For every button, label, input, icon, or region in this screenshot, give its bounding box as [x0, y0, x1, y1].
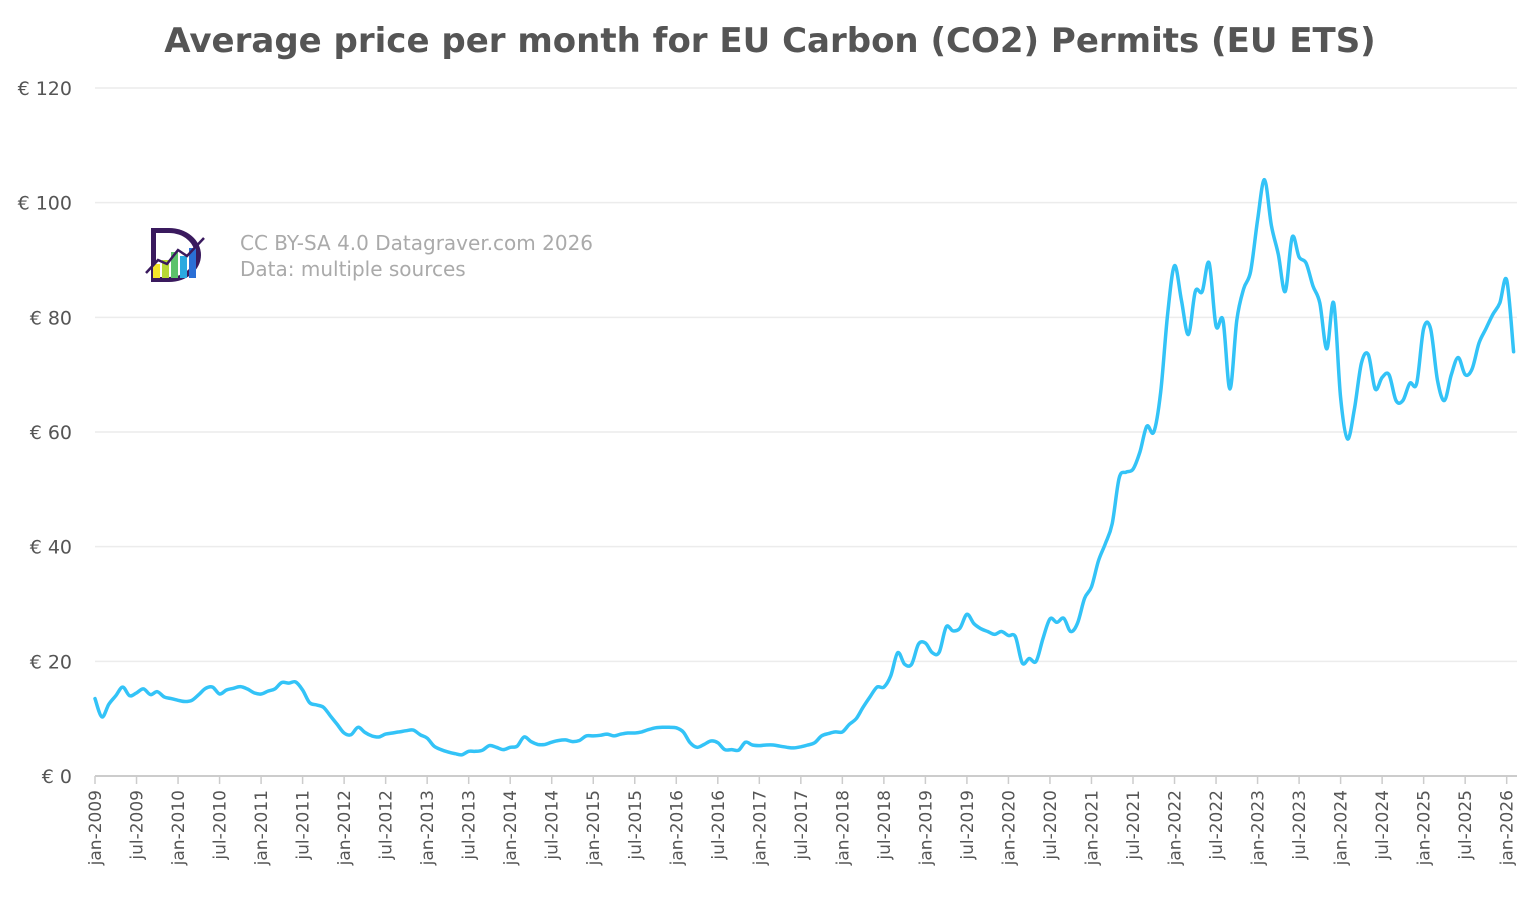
x-tick-label: jan-2010	[169, 790, 189, 866]
x-tick-label: jan-2012	[335, 790, 355, 866]
x-axis: jan-2009 jul-2009 jan-2010 jul-2010 jan-2011…	[86, 776, 1518, 866]
x-tick-label: jul-2016	[709, 790, 729, 861]
y-tick-label: € 40	[30, 537, 72, 559]
x-tick-label: jul-2017	[792, 790, 812, 861]
x-tick-label: jul-2018	[875, 790, 895, 861]
x-tick-label: jan-2015	[584, 790, 604, 866]
x-tick-label: jan-2020	[999, 790, 1019, 866]
x-tick-label: jul-2013	[460, 790, 480, 861]
x-tick-label: jan-2024	[1332, 790, 1352, 866]
x-tick-label: jul-2011	[294, 790, 314, 861]
x-tick-label: jan-2013	[418, 790, 438, 866]
x-tick-label: jan-2014	[501, 790, 521, 866]
y-tick-label: € 100	[18, 193, 72, 215]
x-tick-label: jul-2014	[543, 790, 563, 861]
x-tick-label: jul-2009	[128, 790, 148, 861]
gridlines	[95, 87, 1517, 777]
x-tick-label: jul-2019	[958, 790, 978, 861]
x-tick-label: jul-2020	[1041, 790, 1061, 861]
x-tick-label: jan-2016	[667, 790, 687, 866]
x-tick-label: jan-2009	[86, 790, 106, 866]
x-tick-label: jan-2011	[252, 790, 272, 866]
x-tick-label: jan-2026	[1498, 790, 1518, 866]
x-tick-label: jul-2023	[1290, 790, 1310, 861]
y-tick-label: € 0	[42, 766, 72, 788]
y-tick-label: € 20	[30, 651, 72, 673]
x-tick-label: jul-2010	[211, 790, 231, 861]
datagraver-logo-icon	[145, 228, 205, 282]
x-tick-label: jan-2022	[1166, 790, 1186, 866]
series-line	[93, 177, 1516, 757]
x-tick-label: jan-2019	[916, 790, 936, 866]
watermark-line-1: CC BY-SA 4.0 Datagraver.com 2026	[240, 231, 593, 255]
y-tick-label: € 120	[18, 78, 72, 100]
x-tick-label: jul-2025	[1456, 790, 1476, 861]
x-tick-label: jan-2023	[1249, 790, 1269, 866]
x-tick-label: jan-2018	[833, 790, 853, 866]
x-tick-label: jul-2015	[626, 790, 646, 861]
x-tick-label: jul-2012	[377, 790, 397, 861]
x-tick-label: jul-2021	[1124, 790, 1144, 861]
y-tick-label: € 80	[30, 307, 72, 329]
watermark-line-2: Data: multiple sources	[240, 257, 466, 281]
y-tick-label: € 60	[30, 422, 72, 444]
watermark: CC BY-SA 4.0 Datagraver.com 2026 Data: m…	[145, 228, 593, 282]
x-tick-label: jul-2022	[1207, 790, 1227, 861]
x-tick-label: jan-2021	[1082, 790, 1102, 866]
chart-title: Average price per month for EU Carbon (C…	[164, 21, 1375, 61]
y-axis: € 0 € 20 € 40 € 60 € 80 € 100 € 120	[18, 78, 72, 788]
x-tick-label: jan-2017	[750, 790, 770, 866]
x-tick-label: jul-2024	[1373, 790, 1393, 861]
x-tick-label: jan-2025	[1415, 790, 1435, 866]
